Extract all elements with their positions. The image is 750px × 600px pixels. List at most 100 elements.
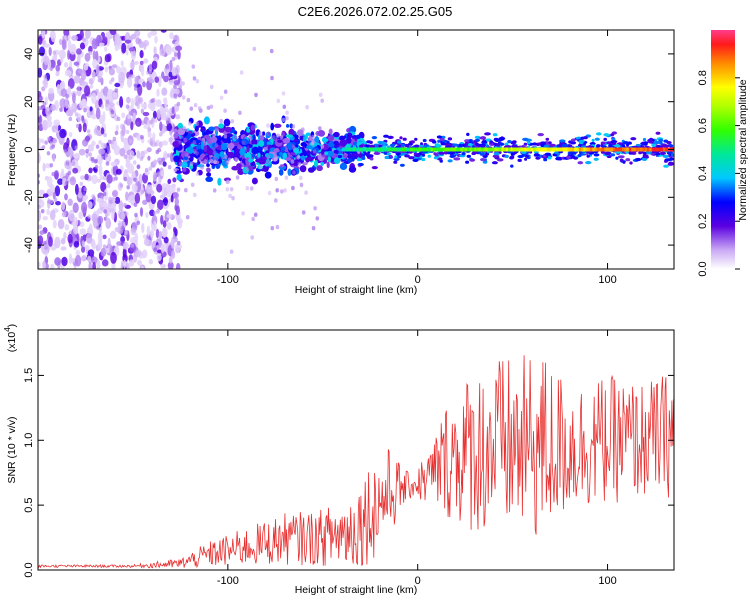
spectrogram-cell	[141, 222, 145, 234]
spectrogram-cell	[548, 141, 552, 145]
spectrogram-cell	[148, 69, 152, 75]
spectrogram-y-tick-label: 20	[23, 96, 35, 108]
spectrogram-cell	[54, 236, 61, 249]
spectrogram-cell	[162, 161, 167, 167]
spectrogram-cell	[147, 32, 152, 39]
spectrogram-cell	[494, 147, 497, 152]
spectrogram-cell	[258, 140, 265, 147]
spectrogram-cell	[154, 76, 160, 83]
spectrogram-cell	[52, 138, 58, 144]
spectrogram-cell	[214, 143, 219, 148]
spectrogram-cell	[333, 131, 340, 138]
spectrogram-cell	[378, 147, 381, 152]
spectrogram-cell	[153, 118, 158, 123]
spectrogram-cell	[398, 147, 402, 152]
spectrogram-cell	[124, 230, 128, 235]
spectrogram-cell	[173, 94, 178, 100]
spectrogram-cell	[656, 147, 659, 152]
spectrogram-cell	[131, 74, 135, 79]
spectrogram-cell	[103, 95, 107, 101]
spectrogram-cell	[162, 97, 167, 104]
spectrogram-cell	[148, 166, 153, 171]
colorbar-gradient	[711, 30, 735, 269]
spectrogram-cell	[124, 211, 129, 216]
spectrogram-cell	[471, 147, 475, 152]
spectrogram-cell	[375, 147, 379, 152]
spectrogram-cell	[170, 238, 175, 249]
spectrogram-cell	[600, 141, 606, 145]
spectrogram-cell	[125, 97, 131, 104]
spectrogram-cell	[389, 147, 393, 152]
spectrogram-cell	[306, 145, 313, 150]
spectrogram-cell	[38, 137, 42, 144]
spectrogram-cell	[601, 147, 605, 152]
spectrogram-cell	[193, 192, 197, 198]
spectrogram-cell	[333, 157, 341, 165]
spectrogram-cell	[81, 37, 87, 42]
spectrogram-cell	[162, 228, 167, 238]
spectrogram-cell	[489, 142, 495, 146]
spectrogram-cell	[517, 158, 522, 162]
spectrogram-cell	[191, 64, 196, 69]
spectrogram-cell	[184, 152, 189, 158]
spectrogram-cell	[38, 224, 43, 230]
spectrogram-cell	[186, 146, 194, 154]
spectrogram-cell	[97, 231, 103, 243]
spectrogram-cell	[130, 200, 135, 206]
spectrogram-cell	[107, 237, 111, 250]
spectrogram-cell	[530, 147, 534, 152]
spectrogram-cell	[206, 172, 212, 178]
spectrogram-cell	[567, 147, 570, 152]
spectrogram-cell	[59, 107, 63, 112]
spectrogram-y-ticks: -40 -20 0 20 40	[23, 48, 674, 253]
spectrogram-cell	[97, 215, 104, 225]
spectrogram-cell	[80, 70, 87, 81]
spectrogram-cell	[496, 147, 500, 152]
spectrogram-cell	[619, 158, 624, 162]
spectrogram-cell	[357, 162, 364, 167]
spectrogram-cell	[658, 147, 661, 152]
spectrogram-cell	[539, 141, 547, 145]
spectrogram-cell	[128, 110, 135, 116]
spectrogram-cell	[114, 33, 121, 46]
spectrogram-cell	[167, 261, 174, 269]
spectrogram-cell	[160, 214, 164, 225]
spectrogram-cell	[81, 240, 85, 248]
spectrogram-cell	[364, 147, 368, 152]
spectrogram-cell	[70, 177, 75, 182]
spectrogram-cell	[102, 244, 107, 249]
spectrogram-cell	[355, 134, 361, 139]
spectrogram-cell	[223, 118, 231, 127]
spectrogram-cell	[99, 42, 105, 47]
spectrogram-cell	[462, 143, 467, 147]
spectrogram-cell	[670, 153, 674, 157]
spectrogram-cell	[483, 147, 486, 152]
spectrogram-cell	[125, 129, 130, 135]
spectrogram-cell	[206, 163, 210, 168]
spectrogram-cell	[285, 116, 289, 121]
spectrogram-cell	[229, 249, 234, 254]
spectrogram-cell	[544, 147, 548, 152]
spectrogram-cell	[101, 259, 109, 267]
spectrogram-cell	[165, 44, 172, 56]
spectrogram-cell	[203, 116, 210, 125]
spectrogram-cell	[126, 185, 130, 190]
spectrogram-cell	[266, 159, 270, 165]
spectrogram-cell	[321, 148, 325, 155]
spectrogram-cell	[407, 142, 413, 146]
spectrogram-cell	[55, 71, 60, 77]
spectrogram-cell	[65, 109, 73, 117]
spectrogram-cell	[507, 140, 512, 144]
spectrogram-cell	[537, 147, 541, 152]
spectrogram-cell	[439, 147, 443, 152]
spectrogram-cell	[327, 156, 332, 163]
spectrogram-cell	[185, 215, 190, 220]
spectrogram-cell	[41, 40, 47, 45]
spectrogram-cell	[574, 147, 577, 152]
spectrogram-cell	[278, 168, 284, 176]
spectrogram-cell	[156, 208, 160, 214]
spectrogram-cell	[587, 147, 591, 152]
spectrogram-cell	[140, 103, 147, 109]
spectrogram-cell	[70, 151, 75, 156]
spectrogram-cell	[94, 164, 99, 170]
